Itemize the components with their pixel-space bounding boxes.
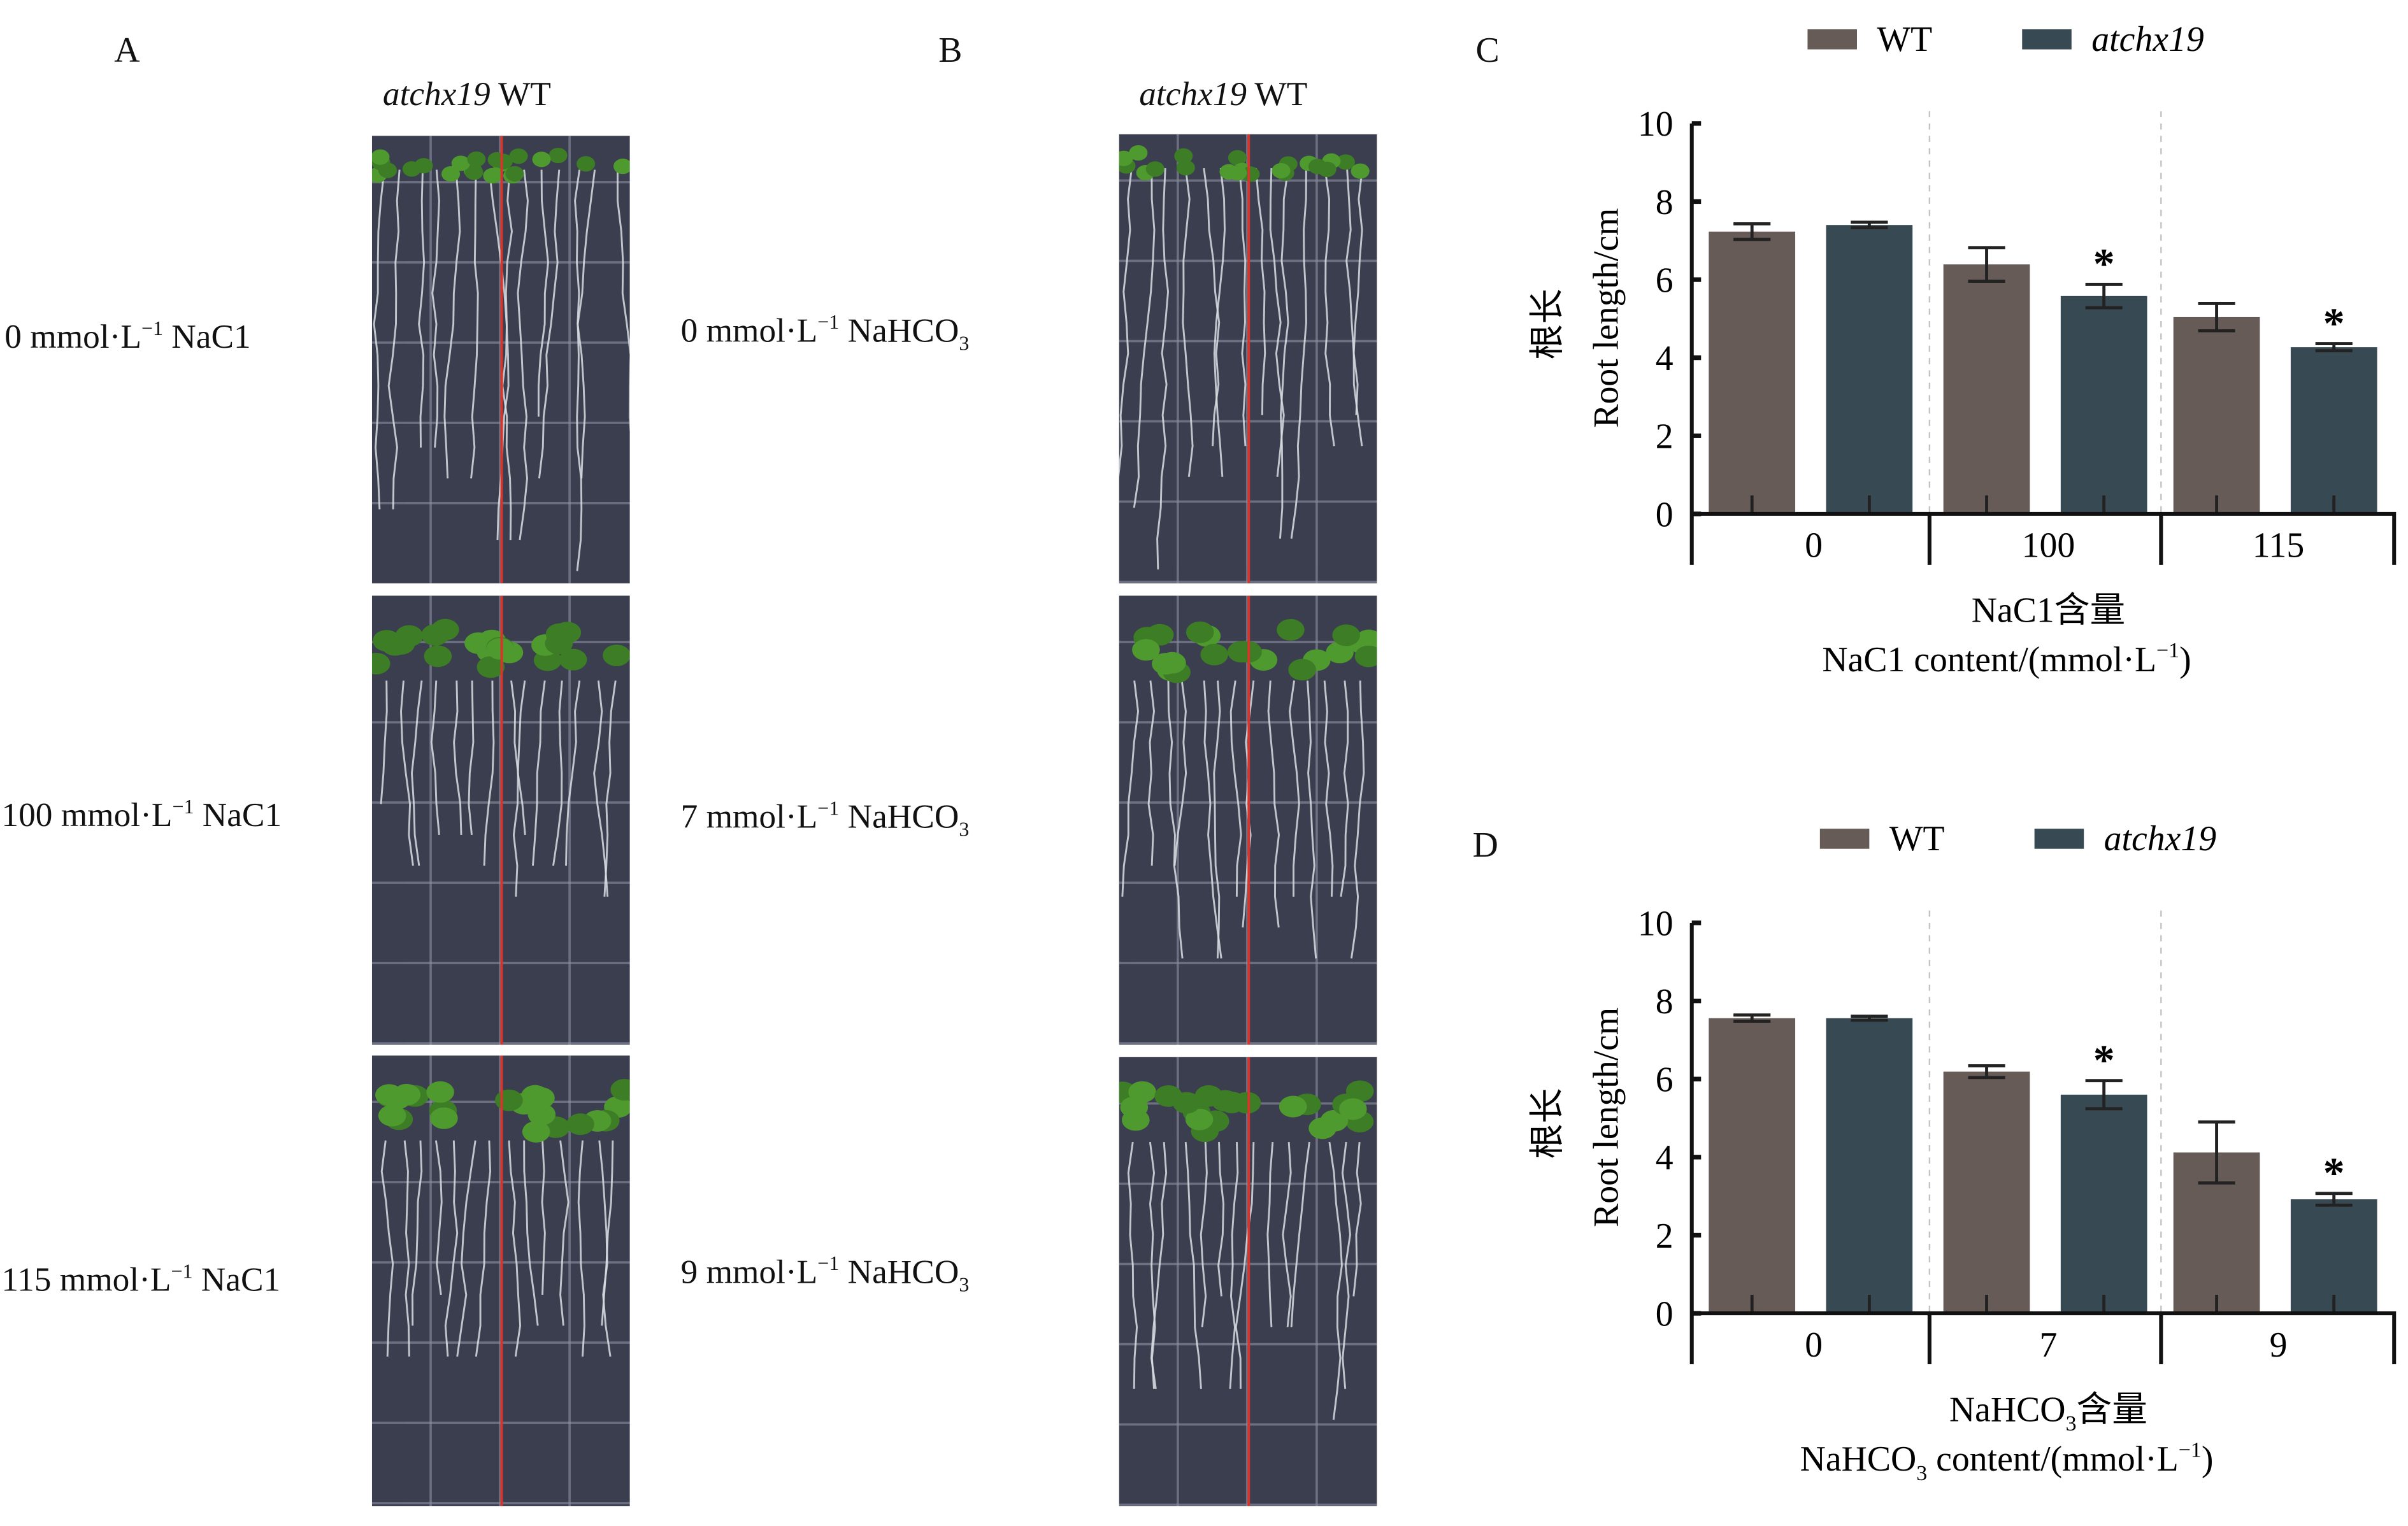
x-tick-label: 7	[2040, 1325, 2058, 1365]
subscript: 3	[959, 331, 970, 355]
x-axis-label-cn: NaHCO3含量	[1949, 1390, 2147, 1436]
seedling-photo-a	[371, 595, 630, 1045]
x-tick-label: 100	[2022, 526, 2075, 566]
y-tick-label: 2	[1656, 417, 1673, 457]
condition-label-b: 0 mmol·L−1 NaHCO3	[680, 310, 970, 355]
bar-atchx19-100	[2060, 296, 2147, 514]
x-tick-label: 0	[1805, 1325, 1823, 1365]
seedling-photo-a	[371, 1055, 630, 1506]
exponent: −1	[171, 1259, 193, 1283]
bar-atchx19-0	[1826, 225, 1913, 514]
x-axis-label: NaHCO3 content/(mmol·L−1)	[1800, 1438, 2214, 1485]
y-tick-label: 6	[1656, 260, 1673, 300]
y-tick-label: 4	[1656, 1138, 1673, 1178]
error-bar	[1851, 1015, 1888, 1022]
exponent: −1	[817, 310, 840, 334]
photo-header-b: atchx19 WT	[1139, 74, 1307, 114]
bar-atchx19-115	[2290, 347, 2377, 514]
condition-label-b: 7 mmol·L−1 NaHCO3	[680, 796, 970, 841]
bar-WT-100	[1943, 264, 2030, 514]
significance-marker: *	[2323, 1149, 2345, 1197]
subscript: 3	[959, 817, 970, 841]
y-tick-label: 2	[1656, 1216, 1673, 1256]
condition-label-a: 115 mmol·L−1 NaC1	[1, 1259, 281, 1299]
legend-swatch-WT	[1819, 829, 1870, 849]
panel-label-d: D	[1472, 825, 1498, 864]
wt-label: WT	[498, 74, 551, 113]
bar-atchx19-9	[2290, 1199, 2377, 1314]
error-bar	[1968, 1064, 2005, 1080]
error-bar	[1851, 220, 1888, 229]
bar-WT-0	[1709, 231, 1796, 514]
bar-WT-7	[1943, 1071, 2030, 1314]
wt-label: WT	[1254, 74, 1308, 113]
legend-swatch-atchx19	[2022, 29, 2072, 50]
panel-label-c: C	[1475, 31, 1500, 70]
y-tick-label: 8	[1656, 183, 1673, 222]
mutant-label: atchx19	[382, 74, 491, 113]
error-bar	[1733, 1013, 1771, 1023]
legend-label: atchx19	[2091, 20, 2204, 59]
bar-atchx19-0	[1826, 1018, 1913, 1314]
panel-label-a: A	[114, 31, 140, 70]
y-tick-label: 0	[1656, 1294, 1673, 1334]
legend-swatch-WT	[1807, 29, 1857, 50]
x-tick-label: 115	[2253, 526, 2305, 566]
exponent: −1	[172, 794, 194, 818]
condition-label-b: 9 mmol·L−1 NaHCO3	[680, 1251, 970, 1296]
y-tick-label: 6	[1656, 1060, 1673, 1100]
seedling-photo-b	[1119, 595, 1377, 1045]
error-bar	[1733, 222, 1771, 241]
axes	[1689, 923, 2397, 1365]
error-bar	[2315, 1192, 2353, 1207]
error-bar	[1968, 246, 2005, 283]
y-tick-label: 4	[1656, 339, 1673, 378]
x-axis-label-cn: NaC1含量	[1972, 591, 2125, 631]
photo-header-a: atchx19 WT	[383, 74, 551, 114]
subscript: 3	[959, 1273, 970, 1296]
error-bar	[2198, 302, 2235, 332]
seedling-photo-b	[1119, 1057, 1377, 1506]
legend-label: atchx19	[2104, 819, 2216, 859]
y-tick-label: 8	[1656, 982, 1673, 1022]
x-axis-label: NaC1 content/(mmol·L−1)	[1822, 639, 2191, 680]
bar-atchx19-7	[2060, 1094, 2147, 1314]
legend-label: WT	[1877, 20, 1932, 59]
significance-marker: *	[2323, 299, 2345, 347]
panel-label-b: B	[938, 31, 963, 70]
seedling-photo-a	[371, 136, 630, 583]
seedling-photo-b	[1119, 134, 1377, 583]
error-bar	[2085, 1079, 2123, 1111]
legend-label: WT	[1889, 819, 1945, 859]
exponent: −1	[817, 796, 840, 820]
condition-label-a: 100 mmol·L−1 NaC1	[1, 794, 282, 834]
axes	[1689, 123, 2397, 565]
y-axis-label-cn: 根长	[1528, 1088, 1567, 1159]
y-axis-label: Root length/cm	[1586, 208, 1626, 428]
legend-swatch-atchx19	[2034, 829, 2084, 849]
significance-marker: *	[2093, 1036, 2115, 1084]
error-bar	[2085, 282, 2123, 310]
error-bar	[2198, 1120, 2235, 1185]
y-tick-label: 10	[1638, 104, 1673, 144]
bar-WT-115	[2173, 317, 2260, 514]
exponent: −1	[817, 1251, 840, 1275]
condition-label-a: 0 mmol·L−1 NaC1	[4, 316, 251, 356]
error-bar	[2315, 342, 2353, 353]
mutant-label: atchx19	[1139, 74, 1247, 113]
x-tick-label: 0	[1805, 526, 1823, 566]
x-tick-label: 9	[2270, 1325, 2288, 1365]
exponent: −1	[141, 316, 163, 340]
y-axis-label-cn: 根长	[1528, 289, 1567, 359]
y-tick-label: 10	[1638, 904, 1673, 943]
y-tick-label: 0	[1656, 495, 1673, 534]
bar-WT-0	[1709, 1018, 1796, 1314]
significance-marker: *	[2093, 240, 2115, 288]
y-axis-label: Root length/cm	[1586, 1008, 1626, 1227]
